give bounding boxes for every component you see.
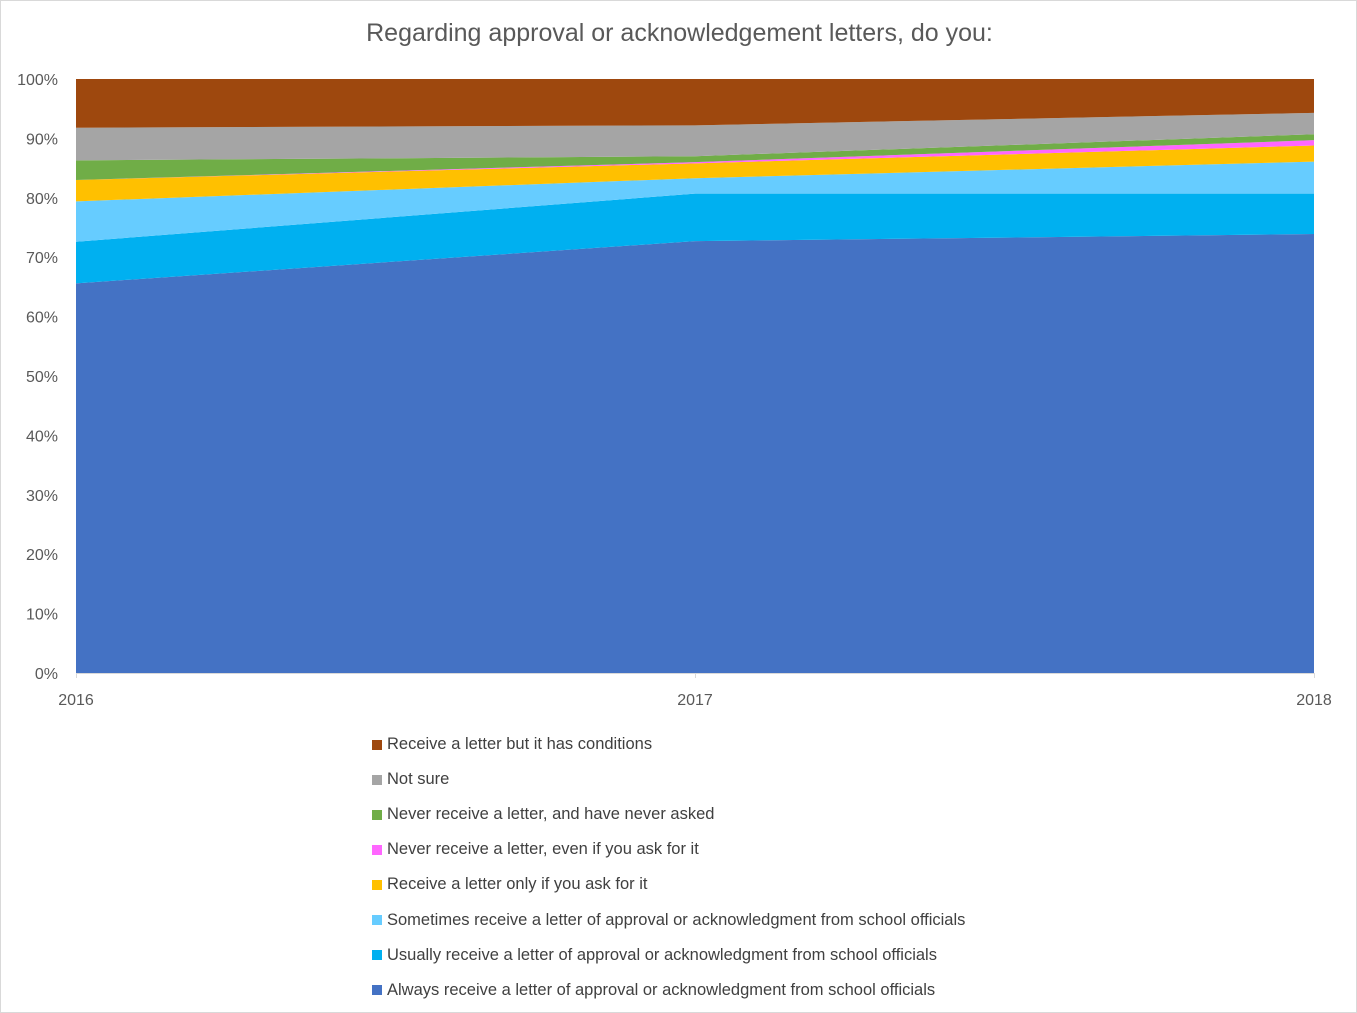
y-tick-label: 100%: [17, 72, 58, 89]
legend-label: Never receive a letter, and have never a…: [387, 805, 715, 824]
legend-item: Receive a letter but it has conditions: [372, 727, 965, 762]
legend-label: Receive a letter only if you ask for it: [387, 875, 648, 894]
legend-swatch: [372, 879, 382, 890]
legend-item: Receive a letter only if you ask for it: [372, 867, 965, 902]
chart-title: Regarding approval or acknowledgement le…: [366, 19, 993, 47]
y-tick-label: 30%: [26, 488, 58, 505]
x-axis-labels: 2016 2017 2018: [58, 692, 1332, 709]
legend-swatch: [372, 985, 382, 996]
x-tick-label: 2018: [1296, 692, 1332, 709]
legend-item: Usually receive a letter of approval or …: [372, 938, 965, 973]
legend-item: Always receive a letter of approval or a…: [372, 973, 965, 1008]
axes-group: [76, 673, 1315, 678]
legend-swatch: [372, 915, 382, 926]
area-series-6: [76, 134, 1314, 180]
legend-swatch: [372, 809, 382, 820]
y-tick-label: 10%: [26, 607, 58, 624]
legend-swatch: [372, 774, 382, 785]
area-series-4: [76, 145, 1314, 202]
area-series-2: [76, 193, 1314, 284]
legend-label: Not sure: [387, 770, 450, 789]
legend-item: Sometimes receive a letter of approval o…: [372, 902, 965, 937]
legend-label: Never receive a letter, even if you ask …: [387, 840, 699, 859]
legend-label: Always receive a letter of approval or a…: [387, 980, 936, 999]
y-tick-label: 40%: [26, 428, 58, 445]
area-series-7: [76, 112, 1314, 161]
x-tick-label: 2016: [58, 692, 94, 709]
legend-label: Receive a letter but it has conditions: [387, 735, 653, 754]
area-series-group: [76, 79, 1314, 673]
y-tick-label: 50%: [26, 369, 58, 386]
x-tick-label: 2017: [677, 692, 713, 709]
y-tick-label: 90%: [26, 131, 58, 148]
y-tick-label: 70%: [26, 250, 58, 267]
legend-item: Not sure: [372, 762, 965, 797]
legend-item: Never receive a letter, even if you ask …: [372, 832, 965, 867]
y-axis-labels: 0% 10% 20% 30% 40% 50% 60% 70% 80% 90% 100%: [17, 72, 58, 683]
y-tick-label: 20%: [26, 547, 58, 564]
legend-item: Never receive a letter, and have never a…: [372, 797, 965, 832]
area-series-1: [76, 234, 1314, 673]
legend-swatch: [372, 739, 382, 750]
legend: Receive a letter but it has conditions No…: [372, 727, 965, 1008]
area-series-3: [76, 161, 1314, 242]
legend-label: Sometimes receive a letter of approval o…: [387, 910, 966, 929]
y-tick-label: 60%: [26, 310, 58, 327]
legend-swatch: [372, 844, 382, 855]
legend-label: Usually receive a letter of approval or …: [387, 945, 937, 964]
area-series-8: [76, 79, 1314, 128]
y-tick-label: 80%: [26, 191, 58, 208]
y-tick-label: 0%: [35, 666, 58, 683]
legend-swatch: [372, 950, 382, 961]
